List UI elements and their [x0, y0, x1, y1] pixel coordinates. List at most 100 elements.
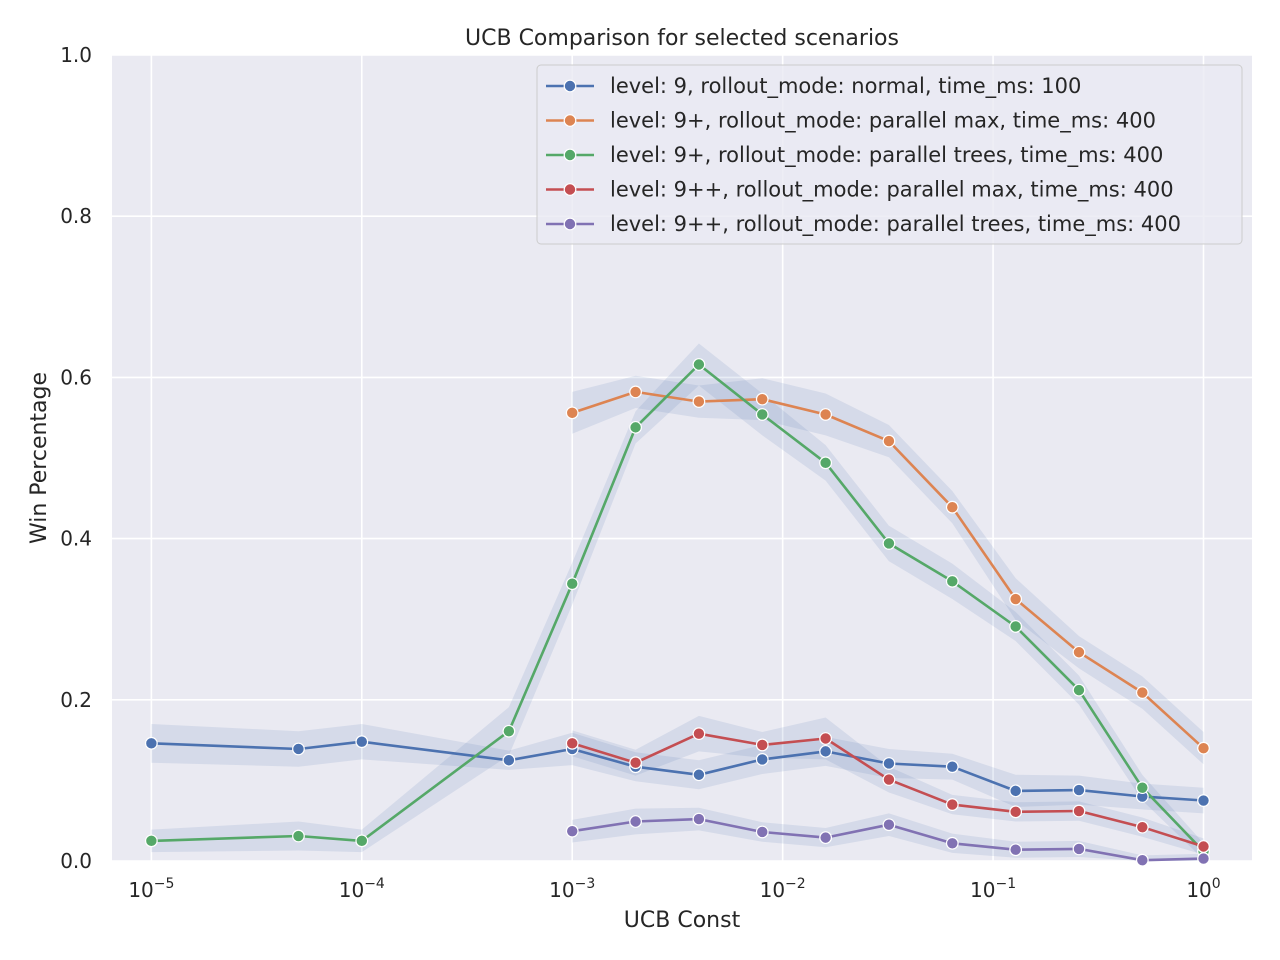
legend-entry-label: level: 9+, rollout_mode: parallel trees,… [610, 143, 1163, 168]
data-point [755, 825, 769, 839]
data-point [1072, 683, 1086, 697]
data-point [1135, 686, 1149, 699]
data-point [945, 836, 959, 850]
x-tick-label: 10−3 [549, 876, 595, 902]
legend-entry-label: level: 9++, rollout_mode: parallel trees… [610, 212, 1181, 237]
data-point [692, 768, 706, 782]
x-tick-label: 100 [1186, 876, 1220, 902]
data-point [1072, 783, 1086, 797]
data-point [755, 738, 769, 752]
data-point [1009, 784, 1023, 798]
data-point [565, 736, 579, 750]
data-point [629, 815, 642, 828]
legend-entry-label: level: 9+, rollout_mode: parallel max, t… [610, 109, 1156, 134]
data-point [1072, 842, 1086, 856]
data-point [819, 732, 833, 745]
data-point [292, 829, 305, 843]
y-tick-label: 0.2 [60, 688, 92, 712]
data-point [945, 798, 959, 811]
data-point [1197, 852, 1210, 865]
legend-box [536, 64, 1243, 245]
y-tick-label: 0.0 [60, 849, 92, 873]
x-tick-base: 10 [549, 878, 574, 902]
data-point [355, 735, 369, 749]
data-point [629, 756, 642, 770]
x-axis-ticks: 10−5 10−4 10−3 10−2 10−1 100 [128, 876, 1220, 902]
legend-swatch-marker [563, 183, 577, 196]
data-point [1009, 620, 1023, 633]
y-tick-label: 0.8 [60, 204, 92, 228]
x-tick-label: 10−4 [339, 876, 385, 902]
data-point [819, 831, 833, 845]
data-point [144, 736, 158, 750]
data-point [1197, 741, 1210, 755]
data-point [1072, 645, 1086, 659]
data-point [1009, 843, 1023, 857]
x-axis-label: UCB Const [624, 908, 741, 933]
data-point [565, 577, 579, 591]
x-tick-base: 10 [128, 878, 153, 902]
legend-entry-label: level: 9, rollout_mode: normal, time_ms:… [610, 74, 1081, 99]
x-tick-exponent: −2 [785, 876, 806, 892]
series-points [144, 358, 1210, 867]
data-point [692, 812, 706, 826]
x-tick-label: 10−2 [760, 876, 806, 902]
data-point [144, 834, 158, 848]
ci-band-series-1 [151, 724, 1204, 814]
data-point [1197, 794, 1210, 807]
data-point [629, 420, 642, 434]
data-point [945, 574, 959, 588]
data-point [755, 753, 769, 766]
data-point [692, 358, 706, 371]
data-point [945, 500, 959, 514]
data-point [819, 744, 833, 758]
x-tick-base: 10 [339, 878, 364, 902]
data-point [1009, 592, 1023, 606]
data-point [882, 434, 896, 448]
data-point [1135, 781, 1149, 795]
data-point [692, 395, 706, 408]
legend-swatch-marker [563, 148, 577, 162]
data-point [1009, 805, 1023, 819]
data-point [819, 408, 833, 421]
data-point [819, 456, 833, 470]
x-tick-base: 10 [760, 878, 785, 902]
data-point [882, 537, 896, 550]
x-tick-exponent: −3 [575, 876, 596, 892]
data-point [629, 385, 642, 399]
data-point [882, 773, 896, 786]
legend-swatch-marker [563, 114, 577, 127]
legend-swatch-marker [563, 79, 577, 93]
x-tick-label: 10−1 [970, 876, 1016, 902]
legend-swatch-marker [563, 217, 577, 231]
x-tick-exponent: −5 [154, 876, 175, 892]
x-tick-base: 10 [970, 878, 995, 902]
legend-entry-label: level: 9++, rollout_mode: parallel max, … [610, 178, 1174, 203]
ci-band-series-2 [572, 375, 1204, 765]
y-tick-label: 0.4 [60, 527, 92, 551]
data-point [355, 834, 369, 848]
data-point [565, 406, 579, 420]
y-tick-label: 0.6 [60, 365, 92, 389]
chart-title: UCB Comparison for selected scenarios [465, 26, 899, 51]
data-point [755, 392, 769, 406]
data-point [945, 760, 959, 774]
data-point [502, 724, 516, 738]
data-point [502, 753, 516, 767]
data-point [755, 408, 769, 421]
ci-band-series-3 [151, 343, 1204, 860]
data-point [1072, 804, 1086, 818]
data-point [1135, 820, 1149, 834]
data-point [882, 757, 896, 770]
data-point [292, 742, 305, 756]
y-tick-label: 1.0 [60, 43, 92, 67]
x-tick-exponent: 0 [1212, 876, 1221, 892]
data-point [1197, 840, 1210, 853]
legend: level: 9, rollout_mode: normal, time_ms:… [536, 64, 1243, 245]
x-tick-base: 10 [1186, 878, 1211, 902]
x-tick-label: 10−5 [128, 876, 174, 902]
data-point [882, 818, 896, 832]
x-tick-exponent: −1 [995, 876, 1016, 892]
data-point [565, 824, 579, 838]
data-point [1135, 853, 1149, 867]
